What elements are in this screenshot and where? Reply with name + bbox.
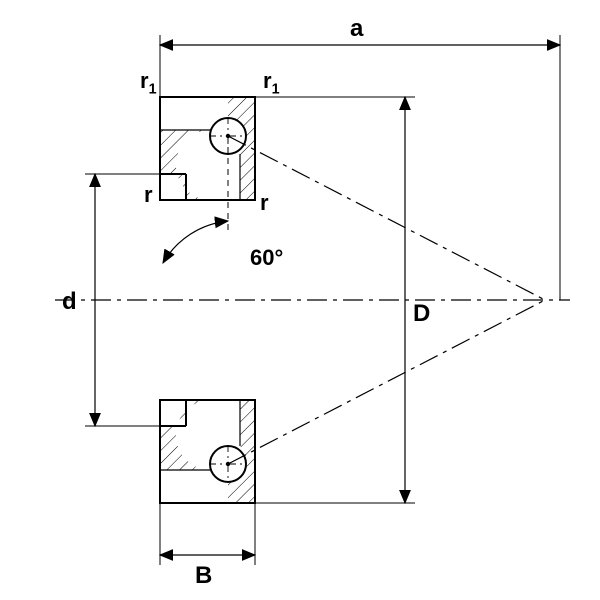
label-a: a [350, 15, 363, 43]
label-B: B [195, 562, 212, 590]
label-d: d [62, 288, 77, 316]
angle-arc [163, 221, 228, 263]
dim-a [160, 35, 560, 300]
label-D: D [413, 300, 430, 328]
bottom-cross-section [160, 400, 255, 503]
label-r1-right: r1 [263, 68, 280, 97]
label-r-left: r [144, 182, 153, 208]
dim-B [160, 503, 255, 565]
diagram-svg [0, 0, 600, 600]
contact-line-top [228, 136, 545, 300]
label-r1-left: r1 [140, 68, 157, 97]
label-r-right: r [260, 190, 269, 216]
bearing-diagram: a D d B 60° r1 r1 r r [0, 0, 600, 600]
label-angle: 60° [250, 245, 283, 271]
top-cross-section [160, 97, 255, 200]
contact-line-bottom [228, 300, 545, 464]
